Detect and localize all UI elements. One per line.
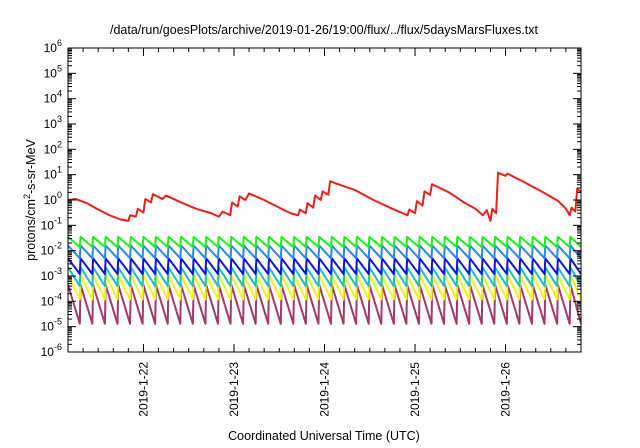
y-tick-label: 10-1: [41, 215, 62, 232]
y-axis-label: protons/cm2-s-sr-MeV: [22, 138, 38, 260]
y-tick-label: 100: [44, 190, 62, 207]
x-axis-label: Coordinated Universal Time (UTC): [228, 429, 420, 443]
plot-area: 10-6 10-5 10-4 10-3 10-2 10-1 100 101 102 103 104 1…: [41, 38, 582, 417]
chart-title: /data/run/goesPlots/archive/2019-01-26/1…: [110, 23, 539, 37]
series-line-6: [68, 273, 581, 301]
x-tick-label: 2019-1-23: [227, 362, 241, 417]
y-tick-label: 103: [44, 114, 62, 131]
y-tick-label: 102: [44, 139, 62, 156]
series-line-3: [68, 244, 581, 260]
series-line-4: [68, 257, 581, 275]
series-line-7: [68, 283, 581, 325]
series-line-2: [68, 235, 581, 248]
y-axis-label-sup: 2: [22, 194, 32, 199]
y-tick-label: 10-6: [41, 342, 62, 359]
y-tick-label: 106: [44, 38, 62, 55]
x-tick-label: 2019-1-22: [136, 362, 150, 417]
y-axis-label-main: protons/cm: [24, 199, 38, 261]
y-tick-label: 10-4: [41, 291, 62, 308]
series-line-5: [68, 266, 581, 288]
y-tick-label: 10-3: [41, 266, 62, 283]
series-line-1: [68, 171, 581, 222]
y-tick-label: 101: [44, 165, 62, 182]
svg-text:protons/cm2-s-sr-MeV: protons/cm2-s-sr-MeV: [22, 138, 38, 260]
x-tick-label: 2019-1-25: [408, 362, 422, 417]
y-axis-label-tail: -s-sr-MeV: [24, 138, 38, 194]
y-tick-label: 10-5: [41, 317, 62, 334]
x-tick-label: 2019-1-26: [499, 362, 513, 417]
y-tick-label: 10-2: [41, 241, 62, 258]
y-tick-label: 105: [44, 63, 62, 80]
x-tick-label: 2019-1-24: [318, 362, 332, 417]
y-tick-label: 104: [44, 89, 62, 106]
